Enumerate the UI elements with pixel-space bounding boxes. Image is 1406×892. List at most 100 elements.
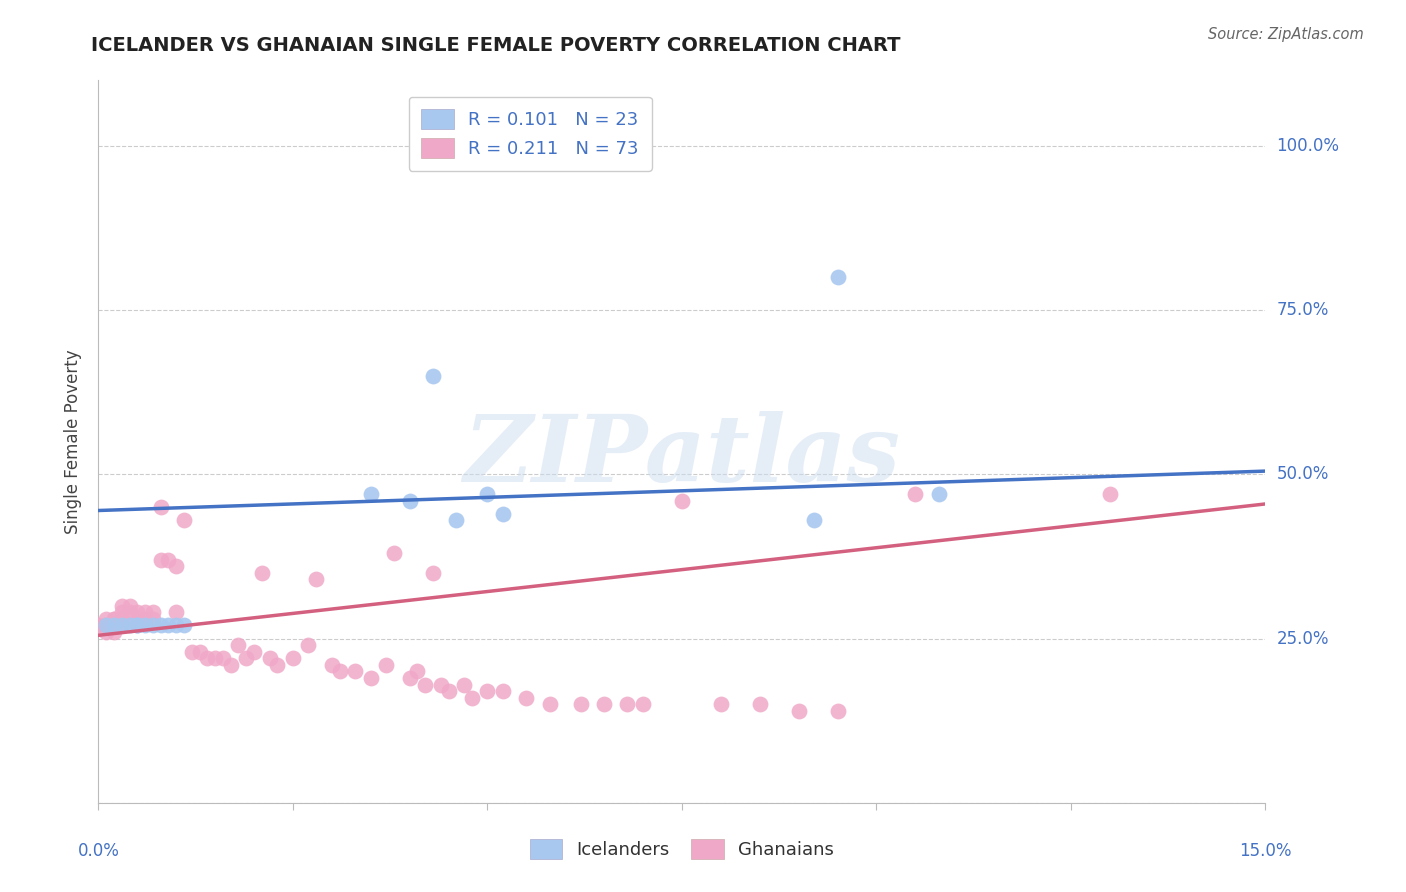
Point — [149, 618, 172, 632]
Point — [422, 368, 444, 383]
Point — [118, 599, 141, 613]
Text: 50.0%: 50.0% — [1277, 466, 1329, 483]
Point — [321, 657, 343, 672]
Point — [165, 618, 187, 632]
Y-axis label: Single Female Poverty: Single Female Poverty — [65, 350, 83, 533]
Point — [127, 618, 149, 632]
Point — [103, 618, 125, 632]
Point — [538, 698, 561, 712]
Point — [593, 698, 616, 712]
Point — [429, 677, 451, 691]
Point — [134, 605, 156, 619]
Point — [477, 487, 499, 501]
Point — [127, 618, 149, 632]
Point — [173, 618, 195, 632]
Point — [329, 665, 352, 679]
Point — [134, 612, 156, 626]
Point — [228, 638, 250, 652]
Point — [157, 618, 180, 632]
Point — [437, 684, 460, 698]
Point — [710, 698, 733, 712]
Point — [96, 618, 118, 632]
Point — [569, 698, 592, 712]
Text: 15.0%: 15.0% — [1239, 842, 1292, 860]
Point — [165, 559, 187, 574]
Point — [344, 665, 367, 679]
Point — [219, 657, 242, 672]
Point — [1098, 487, 1121, 501]
Text: ICELANDER VS GHANAIAN SINGLE FEMALE POVERTY CORRELATION CHART: ICELANDER VS GHANAIAN SINGLE FEMALE POVE… — [91, 36, 901, 54]
Point — [803, 513, 825, 527]
Point — [593, 139, 616, 153]
Text: 25.0%: 25.0% — [1277, 630, 1329, 648]
Point — [118, 618, 141, 632]
Point — [204, 651, 226, 665]
Point — [305, 573, 328, 587]
Text: Source: ZipAtlas.com: Source: ZipAtlas.com — [1208, 27, 1364, 42]
Point — [180, 645, 202, 659]
Point — [360, 487, 382, 501]
Point — [631, 698, 654, 712]
Point — [96, 612, 118, 626]
Point — [406, 665, 429, 679]
Point — [103, 625, 125, 640]
Point — [127, 618, 149, 632]
Legend: Icelanders, Ghanaians: Icelanders, Ghanaians — [523, 831, 841, 866]
Point — [111, 599, 134, 613]
Point — [142, 618, 165, 632]
Point — [787, 704, 810, 718]
Point — [259, 651, 281, 665]
Point — [96, 618, 118, 632]
Point — [928, 487, 950, 501]
Point — [165, 605, 187, 619]
Point — [538, 139, 561, 153]
Point — [382, 546, 405, 560]
Point — [827, 270, 849, 285]
Point — [266, 657, 288, 672]
Point — [748, 698, 770, 712]
Point — [492, 684, 515, 698]
Point — [96, 618, 118, 632]
Point — [243, 645, 266, 659]
Point — [453, 677, 475, 691]
Point — [118, 605, 141, 619]
Point — [149, 500, 172, 515]
Point — [157, 553, 180, 567]
Point — [96, 625, 118, 640]
Point — [195, 651, 218, 665]
Point — [111, 612, 134, 626]
Point — [87, 618, 110, 632]
Point — [235, 651, 257, 665]
Point — [375, 657, 398, 672]
Text: 100.0%: 100.0% — [1277, 137, 1340, 155]
Point — [111, 618, 134, 632]
Point — [398, 493, 420, 508]
Point — [188, 645, 211, 659]
Point — [142, 612, 165, 626]
Point — [492, 507, 515, 521]
Point — [212, 651, 235, 665]
Text: 75.0%: 75.0% — [1277, 301, 1329, 319]
Point — [281, 651, 304, 665]
Point — [111, 605, 134, 619]
Point — [413, 677, 436, 691]
Point — [103, 612, 125, 626]
Point — [103, 618, 125, 632]
Text: 0.0%: 0.0% — [77, 842, 120, 860]
Point — [446, 513, 468, 527]
Point — [250, 566, 273, 580]
Point — [103, 618, 125, 632]
Text: ZIPatlas: ZIPatlas — [464, 411, 900, 501]
Point — [398, 671, 420, 685]
Point — [173, 513, 195, 527]
Point — [477, 684, 499, 698]
Point — [297, 638, 319, 652]
Point — [127, 605, 149, 619]
Point — [111, 618, 134, 632]
Point — [671, 493, 693, 508]
Point — [422, 566, 444, 580]
Point — [127, 612, 149, 626]
Point — [360, 671, 382, 685]
Point — [134, 618, 156, 632]
Point — [142, 605, 165, 619]
